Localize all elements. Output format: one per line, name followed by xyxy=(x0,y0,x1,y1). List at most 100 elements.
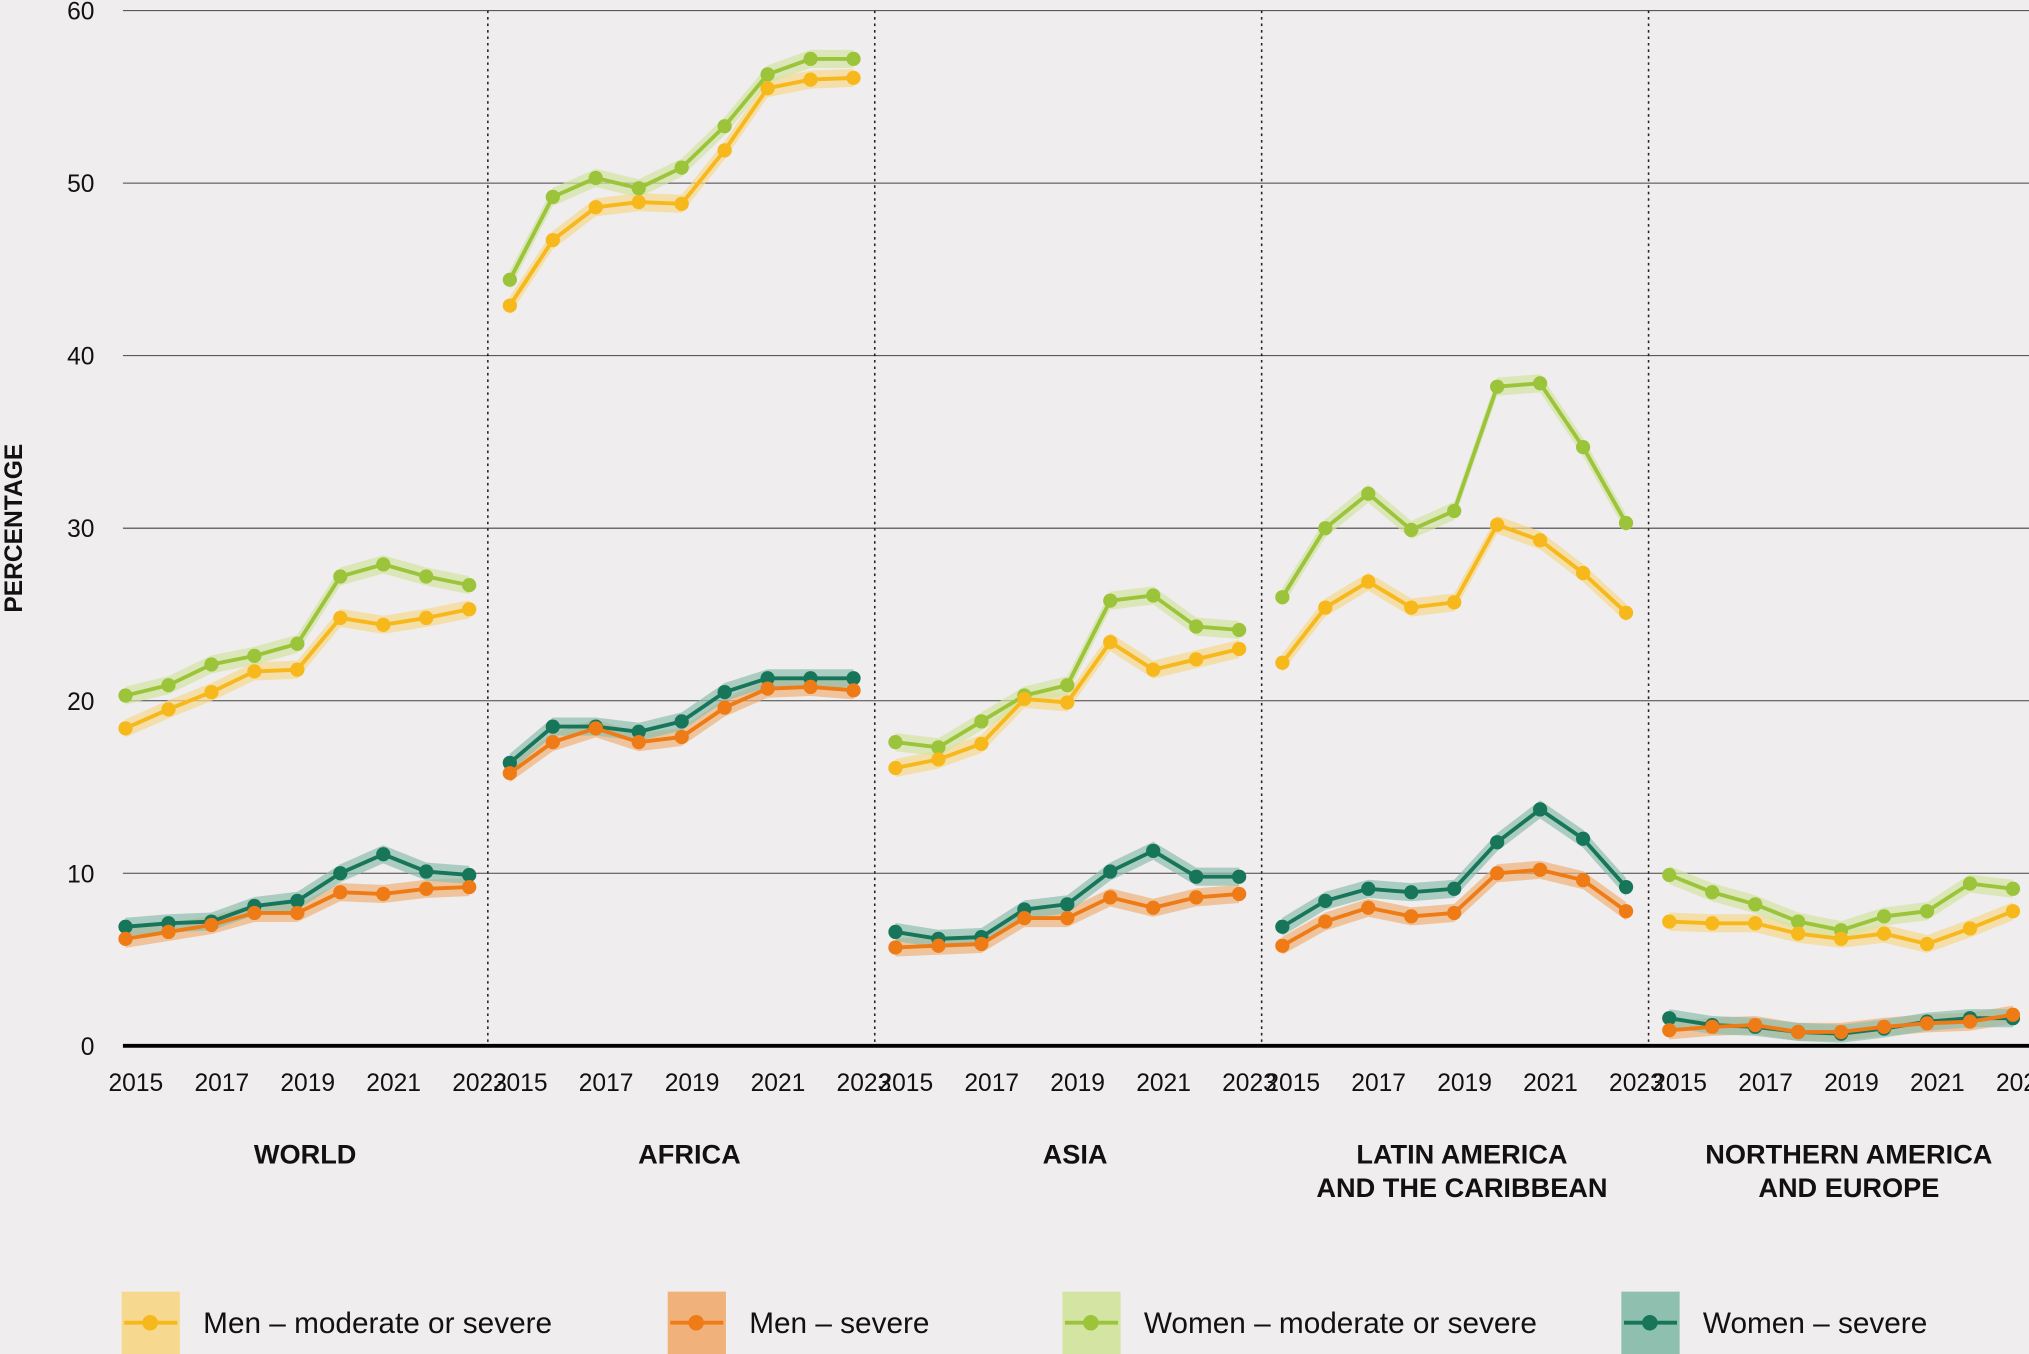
data-point xyxy=(419,610,434,626)
data-point xyxy=(1662,1011,1677,1026)
data-point xyxy=(1318,914,1333,929)
data-point xyxy=(247,664,262,679)
data-point xyxy=(376,557,391,572)
data-point xyxy=(1361,881,1376,896)
data-point xyxy=(1833,1024,1849,1040)
data-point xyxy=(419,881,434,896)
data-point xyxy=(674,714,689,729)
data-point xyxy=(1447,905,1462,921)
data-point xyxy=(888,735,903,750)
data-point xyxy=(631,724,646,739)
data-point xyxy=(1060,910,1075,926)
series-men-moderate-or-severe xyxy=(1275,517,1634,670)
data-point xyxy=(1533,862,1548,877)
data-point xyxy=(1447,595,1462,610)
data-point xyxy=(588,170,603,186)
data-point xyxy=(376,617,391,632)
data-point xyxy=(1017,910,1032,926)
data-point xyxy=(1490,379,1505,394)
data-point xyxy=(118,721,133,736)
data-point xyxy=(1618,515,1634,531)
series-women-moderate-or-severe xyxy=(888,588,1247,755)
legend-item: Men – moderate or severe xyxy=(121,1291,552,1354)
panel-title: AFRICA xyxy=(638,1139,741,1170)
x-tick-label: 2019 xyxy=(1437,1070,1492,1097)
x-tick-label: 2021 xyxy=(1523,1070,1578,1097)
data-point xyxy=(204,917,219,933)
panel-africa: 2015 2017 2019 2021 2023 AFRICA xyxy=(493,49,891,1170)
x-tick-label: 2023 xyxy=(1609,1070,1664,1097)
data-point xyxy=(631,735,646,750)
legend-marker xyxy=(142,1314,158,1331)
data-point xyxy=(1189,619,1204,634)
x-tick-label: 2015 xyxy=(878,1070,933,1097)
series-women-severe xyxy=(888,843,1247,946)
data-point xyxy=(1919,936,1935,952)
series-men-severe xyxy=(1275,862,1634,953)
data-point xyxy=(290,905,305,921)
data-point xyxy=(1060,678,1075,693)
data-point xyxy=(846,671,861,686)
data-point xyxy=(1876,1019,1892,1034)
data-point xyxy=(888,924,903,940)
data-point xyxy=(2005,1007,2021,1022)
data-point xyxy=(588,200,603,215)
data-point xyxy=(931,938,946,953)
data-point xyxy=(1490,866,1505,881)
data-point xyxy=(674,729,689,745)
data-point xyxy=(333,866,348,881)
panel-title: LATIN AMERICA xyxy=(1356,1139,1567,1170)
data-point xyxy=(1748,1017,1763,1033)
x-tick-label: 2023 xyxy=(452,1070,507,1097)
series-men-severe xyxy=(1662,1007,2021,1040)
y-tick-label: 20 xyxy=(67,689,94,716)
series-women-moderate-or-severe xyxy=(502,51,861,287)
series-men-moderate-or-severe xyxy=(118,602,477,736)
data-point xyxy=(1017,691,1032,707)
data-point xyxy=(1404,885,1419,900)
data-point xyxy=(161,678,176,693)
data-point xyxy=(1919,1016,1935,1031)
x-tick-label: 2023 xyxy=(1996,1070,2029,1097)
data-point xyxy=(1490,517,1505,532)
data-point xyxy=(2005,904,2021,919)
data-point xyxy=(674,196,689,211)
data-point xyxy=(1275,590,1290,605)
series-women-moderate-or-severe xyxy=(118,557,477,703)
series-men-severe xyxy=(502,679,861,781)
x-tick-label: 2017 xyxy=(964,1070,1019,1097)
series-women-severe xyxy=(1275,802,1634,934)
x-tick-label: 2023 xyxy=(1222,1070,1277,1097)
data-point xyxy=(333,885,348,900)
series-men-moderate-or-severe xyxy=(1662,904,2021,952)
panel-title: NORTHERN AMERICA xyxy=(1705,1139,1992,1170)
x-tick-label: 2021 xyxy=(751,1070,806,1097)
data-point xyxy=(290,636,305,651)
series-men-moderate-or-severe xyxy=(502,70,861,313)
data-point xyxy=(290,893,305,908)
data-point xyxy=(1962,921,1978,936)
data-point xyxy=(502,272,517,287)
series-women-moderate-or-severe xyxy=(1275,376,1634,605)
x-tick-label: 2021 xyxy=(1910,1070,1965,1097)
data-point xyxy=(290,662,305,677)
data-point xyxy=(888,940,903,955)
x-tick-label: 2017 xyxy=(1351,1070,1406,1097)
data-point xyxy=(1146,900,1161,915)
x-tick-label: 2019 xyxy=(1050,1070,1105,1097)
data-point xyxy=(1447,503,1462,519)
data-point xyxy=(717,119,732,134)
panel-title: AND EUROPE xyxy=(1758,1172,1939,1203)
data-point xyxy=(1189,652,1204,667)
panel-title: ASIA xyxy=(1043,1139,1108,1170)
data-point xyxy=(1103,890,1118,905)
data-point xyxy=(1232,886,1247,902)
data-point xyxy=(1791,914,1806,929)
legend-label: Men – severe xyxy=(749,1307,929,1340)
data-point xyxy=(974,736,989,751)
data-point xyxy=(1361,486,1376,501)
data-point xyxy=(502,755,517,770)
data-point xyxy=(118,931,133,946)
